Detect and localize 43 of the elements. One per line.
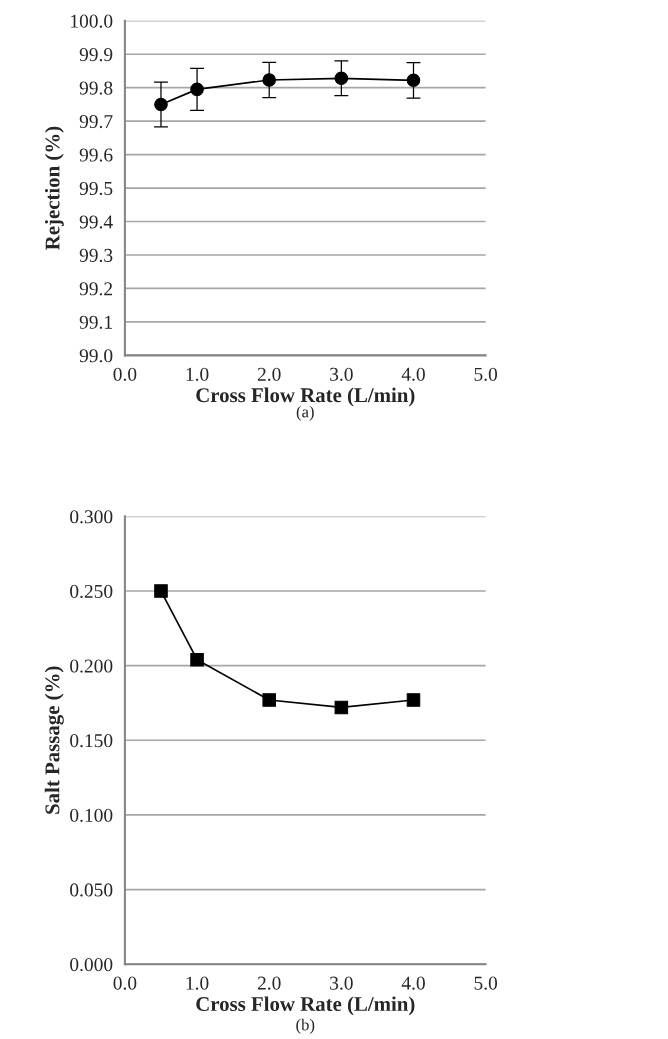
y-tick-label: 99.8	[79, 81, 113, 95]
y-tick-label: 99.7	[79, 115, 113, 129]
y-tick-label: 100.0	[71, 14, 113, 28]
x-tick-label: 1.0	[186, 976, 209, 990]
y-tick-label: 0.050	[70, 883, 113, 897]
y-tick-label: 0.000	[70, 958, 113, 972]
x-tick-label: 4.0	[401, 976, 425, 990]
y-tick-label: 0.250	[70, 584, 113, 599]
y-tick-label: 99.9	[79, 48, 113, 62]
x-tick-label: 5.0	[474, 367, 498, 381]
y-axis-title: Rejection (%)	[44, 126, 64, 250]
y-tick-label: 0.300	[70, 510, 113, 524]
x-tick-label: 0.0	[113, 976, 137, 990]
point	[334, 71, 349, 86]
x-axis-title: Cross Flow Rate (L/min)	[196, 996, 415, 1016]
point	[154, 584, 168, 598]
y-axis-title: Salt Passage (%)	[44, 666, 64, 814]
y-tick-label: 99.5	[79, 181, 113, 196]
y-tick-label: 99.3	[79, 248, 113, 262]
point	[334, 700, 349, 715]
y-tick-label: 99.4	[79, 215, 113, 229]
point	[406, 693, 421, 707]
y-tick-label: 99.1	[79, 315, 112, 329]
x-tick-label: 4.0	[401, 367, 425, 381]
y-tick-label: 99.2	[79, 282, 113, 296]
point	[190, 652, 204, 667]
y-tick-label: 0.100	[70, 808, 113, 822]
x-tick-label: 5.0	[474, 976, 498, 990]
x-tick-label: 3.0	[330, 367, 353, 381]
y-tick-label: 99.0	[79, 349, 113, 363]
x-tick-label: 2.0	[257, 367, 281, 381]
x-axis-title: Cross Flow Rate (L/min)	[196, 387, 415, 407]
x-tick-label: 2.0	[257, 976, 281, 990]
y-tick-label: 0.150	[70, 734, 113, 748]
text: (a)	[296, 405, 314, 421]
point	[262, 693, 276, 707]
x-tick-label: 1.0	[186, 367, 209, 381]
text: (b)	[296, 1018, 315, 1034]
y-tick-label: 99.6	[79, 148, 113, 162]
x-tick-label: 3.0	[330, 976, 353, 990]
y-tick-label: 0.200	[70, 659, 113, 673]
point	[406, 73, 421, 88]
x-tick-label: 0.0	[113, 367, 137, 381]
